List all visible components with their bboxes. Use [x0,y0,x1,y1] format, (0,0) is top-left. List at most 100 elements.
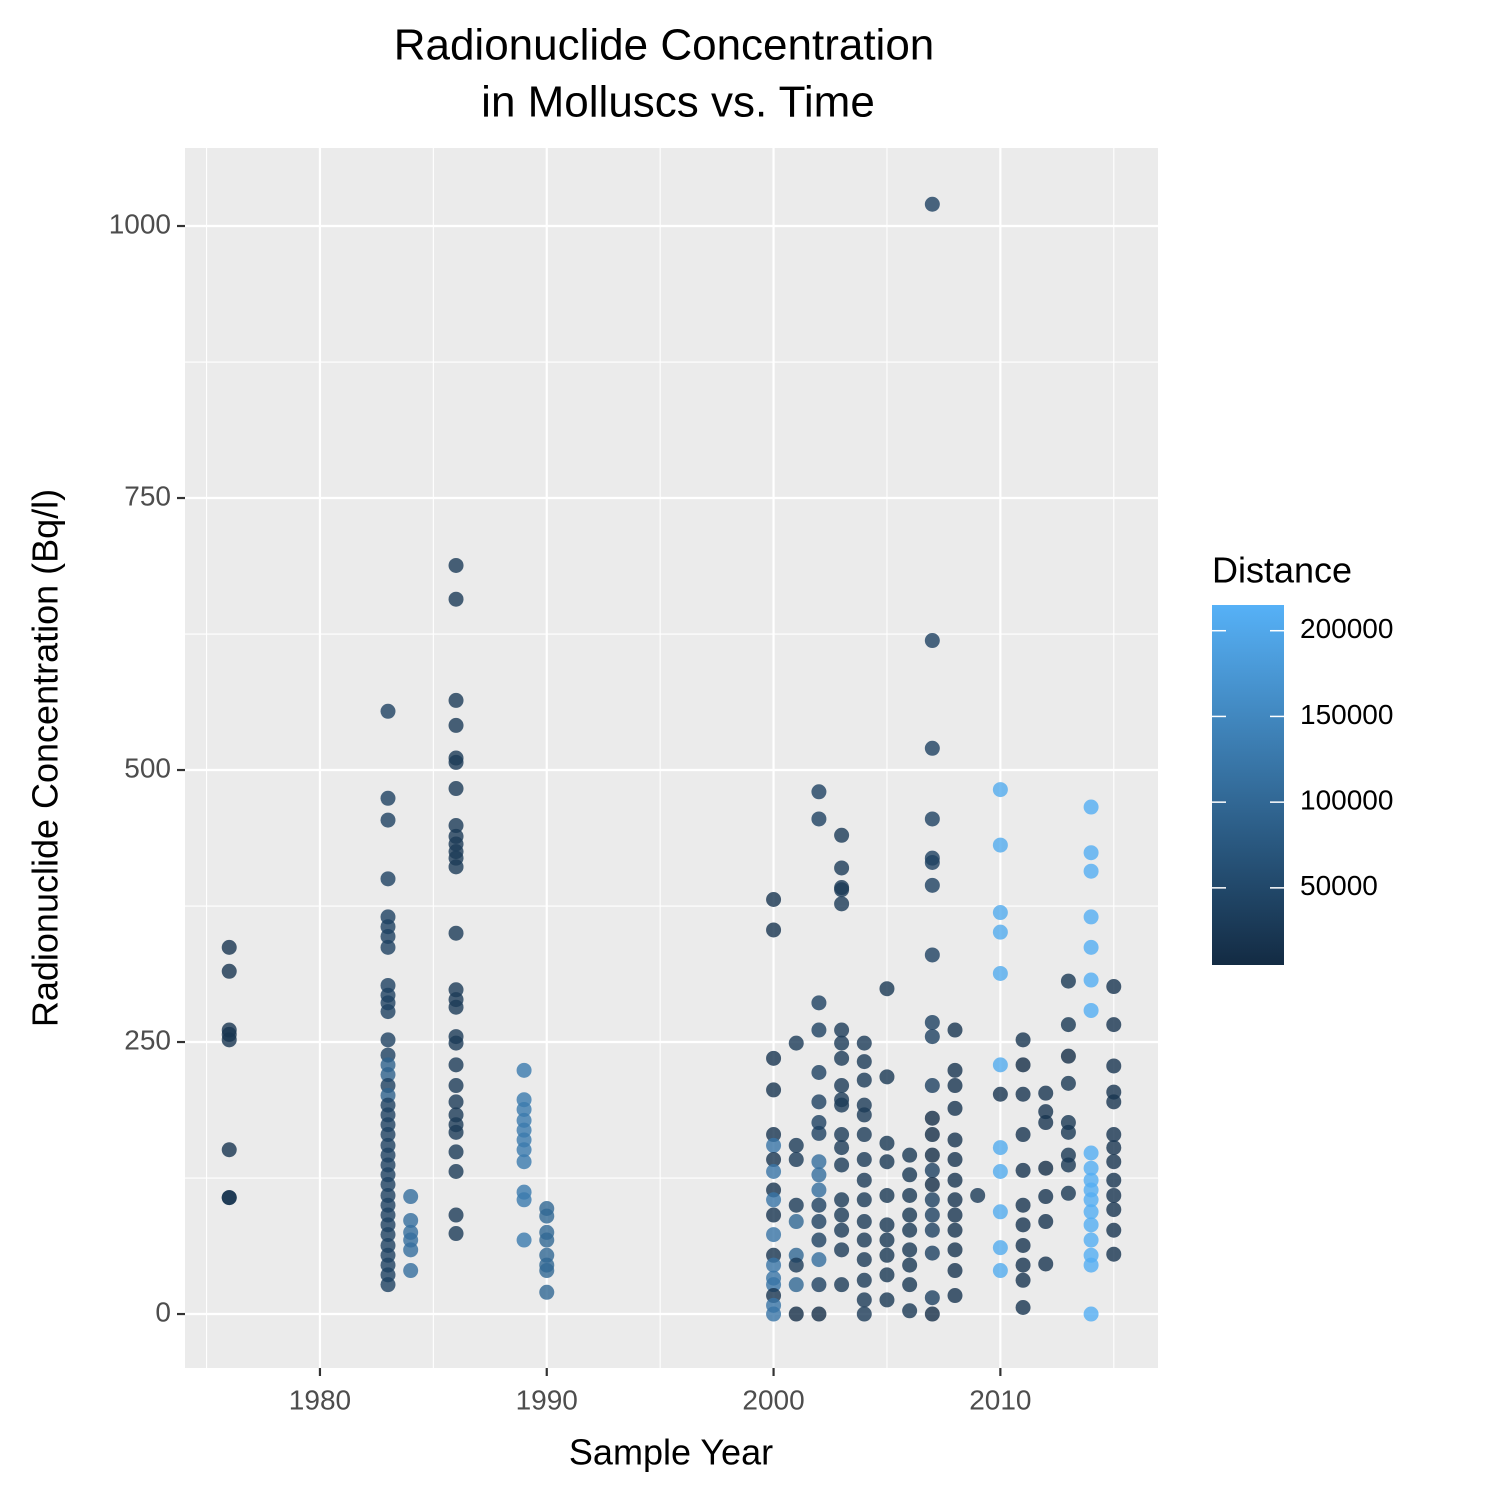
point [834,882,850,898]
point [1106,1246,1122,1262]
point [1038,1214,1054,1230]
point [380,1127,396,1143]
point [380,1227,396,1243]
point [766,1277,782,1293]
point [766,1164,782,1180]
point [788,1035,804,1051]
point [902,1242,918,1258]
point [1083,799,1099,815]
point [992,924,1008,940]
point [1038,1104,1054,1120]
point [1106,1017,1122,1033]
point [1060,1124,1076,1140]
point [403,1212,419,1228]
points [221,196,1122,1322]
point [992,1204,1008,1220]
point [856,1232,872,1248]
point [1015,1127,1031,1143]
point [766,1050,782,1066]
point [811,1306,827,1322]
point [1106,1094,1122,1110]
point [834,1140,850,1156]
point [448,1124,464,1140]
point [539,1263,555,1279]
point [1015,1272,1031,1288]
point [380,1032,396,1048]
point [924,1147,940,1163]
point [811,1252,827,1268]
point [947,1132,963,1148]
point [1106,1127,1122,1143]
point [924,1306,940,1322]
point [1083,845,1099,861]
point [221,963,237,979]
point [380,1004,396,1020]
point [448,818,464,834]
point [380,790,396,806]
point [1038,1160,1054,1176]
point [834,1242,850,1258]
point [879,1154,895,1170]
point [856,1272,872,1288]
point [539,1208,555,1224]
point [1060,1185,1076,1201]
point [516,1192,532,1208]
point [947,1172,963,1188]
point [1015,1032,1031,1048]
point [1015,1197,1031,1213]
point [403,1242,419,1258]
point [992,1240,1008,1256]
point [1106,1058,1122,1074]
y-axis-title: Radionuclide Concentration (Bq/l) [25,489,66,1027]
point [448,692,464,708]
point [947,1288,963,1304]
chart-title: Radionuclide Concentration [394,21,935,70]
point [879,1247,895,1263]
point [924,877,940,893]
point [1015,1057,1031,1073]
point [811,1277,827,1293]
point [902,1147,918,1163]
point [856,1072,872,1088]
point [902,1303,918,1319]
point [1083,972,1099,988]
point [811,1125,827,1141]
point [1060,1048,1076,1064]
point [834,1192,850,1208]
point [1083,1002,1099,1018]
point [834,1207,850,1223]
point [947,1207,963,1223]
point [811,1167,827,1183]
y-tick-label: 1000 [109,208,171,239]
point [380,928,396,944]
point [766,1227,782,1243]
point [992,1086,1008,1102]
point [834,827,850,843]
point [448,1226,464,1242]
point [380,1277,396,1293]
point [879,1069,895,1085]
point [856,1054,872,1070]
point [856,1192,872,1208]
point [448,1094,464,1110]
point [1106,1202,1122,1218]
x-tick-label: 1980 [289,1384,351,1415]
point [380,1067,396,1083]
point [380,939,396,955]
point [448,591,464,607]
point [811,1022,827,1038]
point [380,871,396,887]
point [947,1152,963,1168]
point [924,196,940,212]
point [1106,1140,1122,1156]
point [403,1189,419,1205]
point [766,1127,782,1143]
point [448,1144,464,1160]
point [1015,1086,1031,1102]
point [924,947,940,963]
point [947,1022,963,1038]
point [1060,973,1076,989]
point [448,999,464,1015]
point [811,1064,827,1080]
point [380,812,396,828]
